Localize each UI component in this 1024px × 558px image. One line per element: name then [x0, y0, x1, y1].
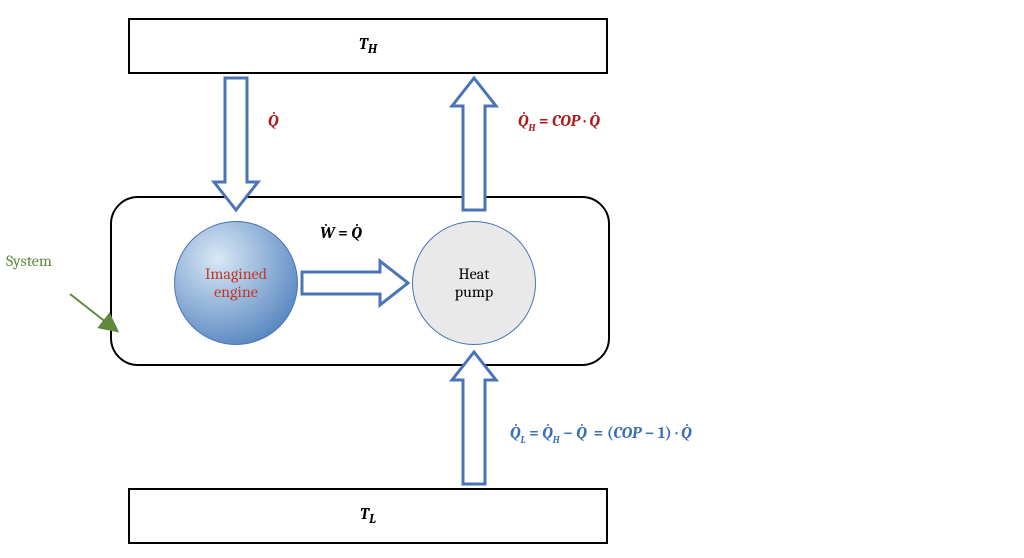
qh-label: QH = COP · Q: [518, 112, 600, 133]
hot-reservoir-label: TH: [359, 35, 377, 57]
imagined-engine-label: Imagined engine: [205, 265, 267, 302]
system-label: System: [6, 252, 52, 270]
qh-out-arrow: [452, 78, 496, 210]
heat-pump-label: Heat pump: [455, 265, 493, 302]
ql-in-arrow: [452, 352, 496, 484]
hot-reservoir: TH: [128, 18, 608, 74]
diagram-stage: { "canvas": { "width": 1024, "height": 5…: [0, 0, 1024, 558]
q-in-label: Q: [268, 112, 279, 130]
cold-reservoir: TL: [128, 488, 608, 544]
heat-pump-node: Heat pump: [412, 221, 536, 345]
q-in-arrow: [214, 78, 258, 210]
ql-label: QL = QH − Q = (COP − 1) · Q: [510, 424, 692, 445]
imagined-engine-node: Imagined engine: [174, 221, 298, 345]
work-label: W = Q: [320, 224, 362, 242]
cold-reservoir-label: TL: [360, 505, 376, 527]
